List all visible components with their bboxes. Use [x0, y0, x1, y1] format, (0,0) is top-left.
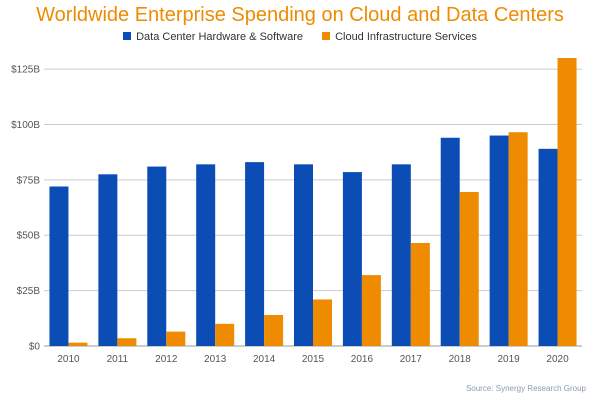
- legend-swatch-orange: [322, 32, 331, 40]
- source-note: Source: Synergy Research Group: [465, 384, 586, 393]
- y-tick-label: $0: [29, 342, 41, 353]
- bar-hardware-software: [98, 174, 118, 346]
- legend-swatch-blue: [123, 32, 132, 40]
- bar-cloud-services: [410, 242, 430, 346]
- x-tick-label: 2019: [498, 354, 521, 365]
- x-tick-label: 2013: [204, 354, 227, 365]
- bar-hardware-software: [294, 164, 313, 346]
- y-tick-label: $125B: [11, 65, 40, 76]
- bar-hardware-software: [489, 135, 509, 346]
- bar-hardware-software: [440, 137, 460, 346]
- y-tick-label: $50B: [17, 231, 41, 242]
- bar-cloud-services: [166, 331, 186, 346]
- bar-cloud-services: [361, 275, 381, 346]
- bar-cloud-services: [68, 342, 88, 346]
- legend-item-hardware-software: Data Center Hardware & Software: [123, 31, 303, 43]
- bar-cloud-services: [557, 58, 577, 346]
- y-tick-label: $25B: [17, 286, 41, 297]
- bar-cloud-services: [117, 338, 137, 346]
- bar-hardware-software: [391, 164, 411, 346]
- legend-label: Data Center Hardware & Software: [136, 31, 303, 43]
- bar-hardware-software: [538, 148, 558, 346]
- chart-legend: Data Center Hardware & Software Cloud In…: [0, 31, 600, 43]
- bar-hardware-software: [49, 186, 69, 346]
- y-tick-label: $75B: [17, 175, 41, 186]
- bar-cloud-services: [215, 323, 235, 346]
- x-tick-label: 2015: [302, 354, 325, 365]
- x-tick-label: 2010: [57, 354, 80, 365]
- x-tick-label: 2012: [155, 354, 178, 365]
- x-tick-label: 2014: [253, 354, 276, 365]
- x-tick-label: 2017: [400, 354, 423, 365]
- bar-cloud-services: [508, 132, 528, 346]
- bar-cloud-services: [313, 299, 332, 346]
- x-tick-label: 2016: [351, 354, 374, 365]
- x-tick-label: 2020: [546, 354, 569, 365]
- bar-hardware-software: [342, 172, 362, 346]
- legend-item-cloud-services: Cloud Infrastructure Services: [322, 31, 477, 43]
- x-tick-label: 2011: [107, 354, 129, 365]
- bar-cloud-services: [264, 314, 284, 346]
- y-tick-label: $100B: [11, 120, 40, 131]
- chart-title: Worldwide Enterprise Spending on Cloud a…: [36, 4, 564, 26]
- x-tick-label: 2018: [449, 354, 472, 365]
- legend-label: Cloud Infrastructure Services: [335, 31, 477, 43]
- bar-hardware-software: [245, 162, 265, 346]
- bar-hardware-software: [196, 164, 216, 346]
- bar-hardware-software: [147, 166, 167, 346]
- bar-cloud-services: [459, 192, 479, 346]
